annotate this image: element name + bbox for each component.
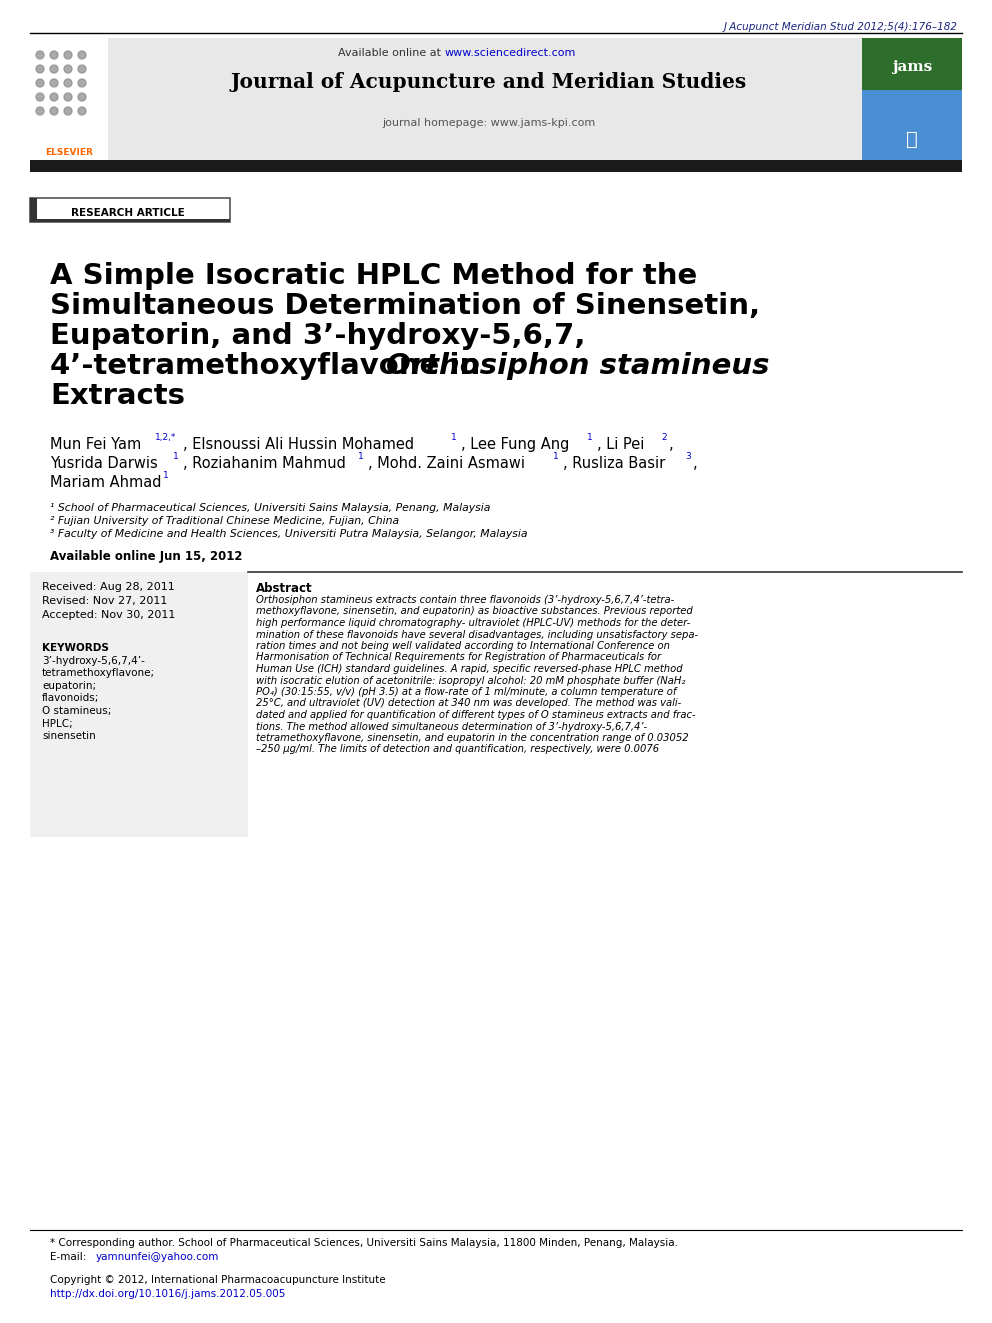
Bar (30, 38, 108, 160)
Text: www.sciencedirect.com: www.sciencedirect.com (445, 48, 576, 58)
Text: Mun Fei Yam: Mun Fei Yam (50, 437, 141, 452)
Text: Abstract: Abstract (256, 582, 312, 595)
Text: sinensetin: sinensetin (42, 732, 96, 741)
Text: 1,2,*: 1,2,* (155, 433, 177, 442)
Text: 1: 1 (553, 452, 558, 460)
Circle shape (64, 52, 72, 60)
Text: Mariam Ahmad: Mariam Ahmad (50, 475, 162, 490)
Text: 3: 3 (685, 452, 690, 460)
Text: ELSEVIER: ELSEVIER (45, 148, 93, 157)
Text: jams: jams (892, 60, 932, 74)
Circle shape (50, 65, 58, 73)
Text: 1: 1 (163, 471, 169, 480)
Text: 1: 1 (587, 433, 593, 442)
Text: 4’-tetramethoxyflavone in: 4’-tetramethoxyflavone in (50, 352, 490, 380)
Circle shape (50, 52, 58, 60)
Text: A Simple Isocratic HPLC Method for the: A Simple Isocratic HPLC Method for the (50, 262, 697, 290)
Circle shape (64, 93, 72, 101)
Text: ,: , (669, 437, 674, 452)
Circle shape (36, 65, 44, 73)
Text: * Corresponding author. School of Pharmaceutical Sciences, Universiti Sains Mala: * Corresponding author. School of Pharma… (50, 1238, 678, 1248)
Bar (30, 198, 230, 222)
Text: eupatorin;: eupatorin; (42, 681, 96, 691)
Text: , Lee Fung Ang: , Lee Fung Ang (461, 437, 569, 452)
Circle shape (78, 52, 86, 60)
Text: methoxyflavone, sinensetin, and eupatorin) as bioactive substances. Previous rep: methoxyflavone, sinensetin, and eupatori… (256, 606, 692, 617)
Circle shape (64, 65, 72, 73)
Text: , Rusliza Basir: , Rusliza Basir (563, 456, 666, 471)
Text: http://dx.doi.org/10.1016/j.jams.2012.05.005: http://dx.doi.org/10.1016/j.jams.2012.05… (50, 1289, 286, 1299)
Text: Accepted: Nov 30, 2011: Accepted: Nov 30, 2011 (42, 610, 176, 620)
Text: J Acupunct Meridian Stud 2012;5(4):176–182: J Acupunct Meridian Stud 2012;5(4):176–1… (724, 22, 958, 32)
Text: Revised: Nov 27, 2011: Revised: Nov 27, 2011 (42, 595, 168, 606)
Circle shape (50, 93, 58, 101)
Text: ² Fujian University of Traditional Chinese Medicine, Fujian, China: ² Fujian University of Traditional Chine… (50, 516, 399, 527)
Text: , Mohd. Zaini Asmawi: , Mohd. Zaini Asmawi (368, 456, 525, 471)
Text: 1: 1 (451, 433, 456, 442)
Text: Human Use (ICH) standard guidelines. A rapid, specific reversed-phase HPLC metho: Human Use (ICH) standard guidelines. A r… (256, 664, 682, 673)
Text: 1: 1 (173, 452, 179, 460)
Text: Extracts: Extracts (50, 382, 185, 410)
Text: journal homepage: www.jams-kpi.com: journal homepage: www.jams-kpi.com (382, 118, 595, 128)
Text: Harmonisation of Technical Requirements for Registration of Pharmaceuticals for: Harmonisation of Technical Requirements … (256, 652, 661, 663)
Text: , Li Pei: , Li Pei (597, 437, 645, 452)
Circle shape (78, 107, 86, 115)
Text: tetramethoxyflavone;: tetramethoxyflavone; (42, 668, 155, 679)
Text: , Roziahanim Mahmud: , Roziahanim Mahmud (183, 456, 346, 471)
Text: ration times and not being well validated according to International Conference : ration times and not being well validate… (256, 642, 670, 651)
Circle shape (50, 107, 58, 115)
Circle shape (36, 52, 44, 60)
Circle shape (36, 107, 44, 115)
Text: with isocratic elution of acetonitrile: isopropyl alcohol: 20 mM phosphate buffe: with isocratic elution of acetonitrile: … (256, 676, 685, 685)
Text: mination of these flavonoids have several disadvantages, including unsatisfactor: mination of these flavonoids have severa… (256, 630, 698, 639)
Circle shape (64, 79, 72, 87)
Circle shape (78, 93, 86, 101)
Text: 25°C, and ultraviolet (UV) detection at 340 nm was developed. The method was val: 25°C, and ultraviolet (UV) detection at … (256, 699, 682, 709)
Text: tions. The method allowed simultaneous determination of 3’-hydroxy-5,6,7,4’-: tions. The method allowed simultaneous d… (256, 721, 647, 732)
Bar (30, 160, 962, 172)
Text: yamnunfei@yahoo.com: yamnunfei@yahoo.com (96, 1252, 219, 1262)
Circle shape (64, 107, 72, 115)
Text: Available online at: Available online at (338, 48, 445, 58)
Text: ¹ School of Pharmaceutical Sciences, Universiti Sains Malaysia, Penang, Malaysia: ¹ School of Pharmaceutical Sciences, Uni… (50, 503, 490, 513)
Text: 2: 2 (661, 433, 667, 442)
Text: Journal of Acupuncture and Meridian Studies: Journal of Acupuncture and Meridian Stud… (231, 71, 747, 93)
Text: dated and applied for quantification of different types of O stamineus extracts : dated and applied for quantification of … (256, 710, 695, 720)
Text: E-mail:: E-mail: (50, 1252, 89, 1262)
Text: Orthosiphon stamineus extracts contain three flavonoids (3’-hydroxy-5,6,7,4’-tet: Orthosiphon stamineus extracts contain t… (256, 595, 675, 605)
Bar (862, 90, 962, 160)
Bar (862, 38, 962, 160)
Text: Eupatorin, and 3’-hydroxy-5,6,7,: Eupatorin, and 3’-hydroxy-5,6,7, (50, 321, 585, 351)
Circle shape (36, 79, 44, 87)
Text: Simultaneous Determination of Sinensetin,: Simultaneous Determination of Sinensetin… (50, 292, 760, 320)
Bar (30, 572, 248, 837)
Text: RESEARCH ARTICLE: RESEARCH ARTICLE (71, 208, 185, 218)
Text: PO₄) (30:15:55, v/v) (pH 3.5) at a flow-rate of 1 ml/minute, a column temperatur: PO₄) (30:15:55, v/v) (pH 3.5) at a flow-… (256, 687, 677, 697)
Text: 3’-hydroxy-5,6,7,4’-: 3’-hydroxy-5,6,7,4’- (42, 656, 145, 665)
Circle shape (50, 79, 58, 87)
Text: high performance liquid chromatography- ultraviolet (HPLC-UV) methods for the de: high performance liquid chromatography- … (256, 618, 690, 628)
Text: HPLC;: HPLC; (42, 718, 72, 729)
Bar (30, 198, 37, 222)
Text: 🏔: 🏔 (906, 130, 918, 149)
Bar (30, 220, 230, 222)
Text: 1: 1 (358, 452, 364, 460)
Text: ³ Faculty of Medicine and Health Sciences, Universiti Putra Malaysia, Selangor, : ³ Faculty of Medicine and Health Science… (50, 529, 528, 538)
Text: Yusrida Darwis: Yusrida Darwis (50, 456, 158, 471)
Text: Orthosiphon stamineus: Orthosiphon stamineus (386, 352, 770, 380)
Text: Copyright © 2012, International Pharmacoacupuncture Institute: Copyright © 2012, International Pharmaco… (50, 1275, 386, 1285)
Text: , Elsnoussi Ali Hussin Mohamed: , Elsnoussi Ali Hussin Mohamed (183, 437, 414, 452)
Text: KEYWORDS: KEYWORDS (42, 643, 109, 654)
Bar (108, 38, 862, 160)
Text: ,: , (693, 456, 697, 471)
Circle shape (36, 93, 44, 101)
Text: tetramethoxyflavone, sinensetin, and eupatorin in the concentration range of 0.0: tetramethoxyflavone, sinensetin, and eup… (256, 733, 688, 744)
Text: O stamineus;: O stamineus; (42, 706, 111, 716)
Text: –250 μg/ml. The limits of detection and quantification, respectively, were 0.007: –250 μg/ml. The limits of detection and … (256, 745, 659, 754)
Circle shape (78, 79, 86, 87)
Text: flavonoids;: flavonoids; (42, 693, 99, 704)
Text: Received: Aug 28, 2011: Received: Aug 28, 2011 (42, 582, 175, 591)
Circle shape (78, 65, 86, 73)
Text: Available online Jun 15, 2012: Available online Jun 15, 2012 (50, 550, 242, 564)
